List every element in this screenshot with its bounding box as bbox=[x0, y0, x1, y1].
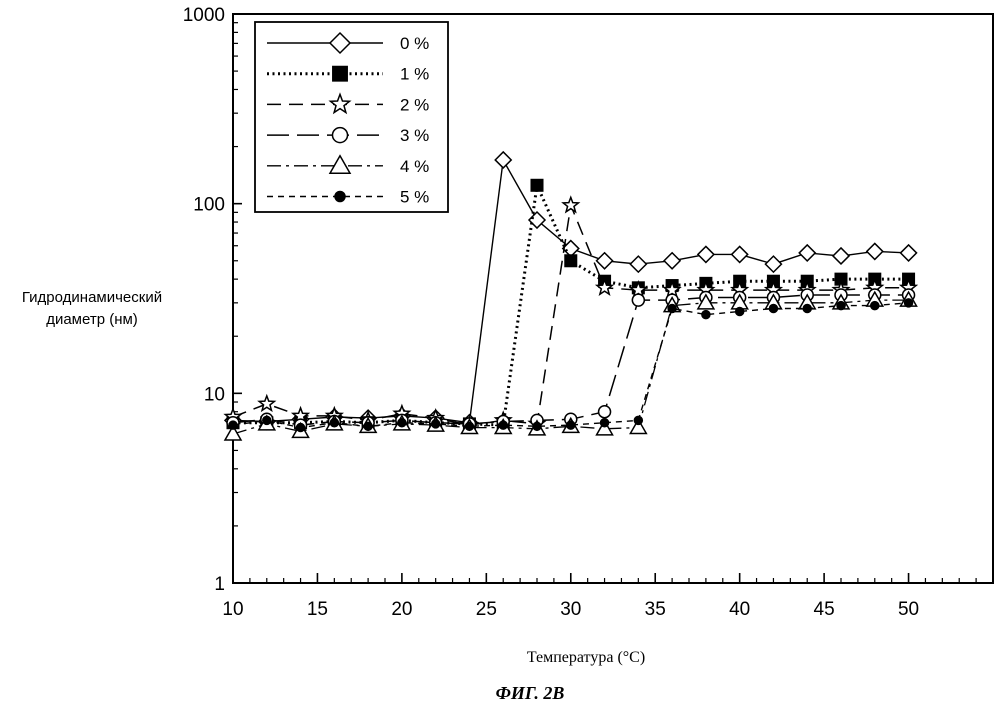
dot-marker bbox=[533, 422, 541, 430]
dot-marker bbox=[668, 305, 676, 313]
square-marker bbox=[333, 67, 347, 81]
y-tick-label: 10 bbox=[204, 384, 225, 405]
circle-marker bbox=[632, 294, 644, 306]
x-tick-label: 10 bbox=[222, 599, 243, 620]
dot-marker bbox=[769, 305, 777, 313]
square-marker bbox=[531, 180, 543, 192]
y-axis-label-line-1: Гидродинамический bbox=[22, 289, 162, 306]
diamond-marker bbox=[630, 256, 646, 272]
circle-marker bbox=[333, 128, 348, 143]
legend-label: 5 % bbox=[400, 188, 429, 207]
diamond-marker bbox=[765, 256, 781, 272]
dot-marker bbox=[803, 305, 811, 313]
diamond-marker bbox=[867, 243, 883, 259]
y-axis-label-line-2: диаметр (нм) bbox=[46, 311, 138, 328]
chart: 1 10 100 1000 10 15 20 25 30 35 40 45 50 0 % 1 % 2 % 3… bbox=[0, 0, 999, 706]
circle-marker bbox=[599, 406, 611, 418]
legend-label: 1 % bbox=[400, 65, 429, 84]
diamond-marker bbox=[901, 245, 917, 261]
star-marker bbox=[563, 197, 578, 211]
x-tick-label: 15 bbox=[307, 599, 328, 620]
x-axis-label: Температура (°C) bbox=[527, 649, 645, 666]
series-line bbox=[233, 295, 909, 425]
series-2 bbox=[225, 197, 916, 431]
x-tick-label: 40 bbox=[729, 599, 750, 620]
dot-marker bbox=[263, 416, 271, 424]
x-tick-label: 35 bbox=[645, 599, 666, 620]
legend-label: 4 % bbox=[400, 157, 429, 176]
y-tick-label: 1 bbox=[214, 574, 225, 595]
dot-marker bbox=[871, 302, 879, 310]
dot-marker bbox=[837, 302, 845, 310]
legend-label: 3 % bbox=[400, 126, 429, 145]
x-tick-label: 45 bbox=[814, 599, 835, 620]
dot-marker bbox=[905, 299, 913, 307]
x-axis: 10 15 20 25 30 35 40 45 50 bbox=[222, 573, 993, 620]
dot-marker bbox=[601, 419, 609, 427]
dot-marker bbox=[499, 421, 507, 429]
diamond-marker bbox=[664, 253, 680, 269]
figure-caption: ФИГ. 2В bbox=[496, 683, 565, 703]
legend: 0 % 1 % 2 % 3 % 4 % 5 % bbox=[255, 22, 448, 212]
diamond-marker bbox=[732, 246, 748, 262]
legend-label: 2 % bbox=[400, 95, 429, 114]
dot-marker bbox=[702, 311, 710, 319]
y-tick-label: 100 bbox=[193, 195, 225, 216]
x-tick-label: 30 bbox=[560, 599, 581, 620]
dot-marker bbox=[567, 421, 575, 429]
x-tick-label: 25 bbox=[476, 599, 497, 620]
dot-marker bbox=[432, 420, 440, 428]
legend-label: 0 % bbox=[400, 34, 429, 53]
diamond-marker bbox=[698, 246, 714, 262]
dot-marker bbox=[330, 419, 338, 427]
diamond-marker bbox=[799, 245, 815, 261]
y-tick-label: 1000 bbox=[183, 5, 225, 26]
dot-marker bbox=[736, 308, 744, 316]
series-line bbox=[233, 205, 909, 425]
dot-marker bbox=[634, 416, 642, 424]
diamond-marker bbox=[495, 152, 511, 168]
dot-marker bbox=[398, 419, 406, 427]
square-marker bbox=[565, 255, 577, 267]
star-marker bbox=[259, 396, 274, 410]
dot-marker bbox=[229, 421, 237, 429]
dot-marker bbox=[297, 424, 305, 432]
diamond-marker bbox=[597, 253, 613, 269]
x-tick-label: 50 bbox=[898, 599, 919, 620]
dot-marker bbox=[335, 192, 345, 202]
dot-marker bbox=[465, 422, 473, 430]
dot-marker bbox=[364, 422, 372, 430]
x-tick-label: 20 bbox=[391, 599, 412, 620]
diamond-marker bbox=[833, 248, 849, 264]
